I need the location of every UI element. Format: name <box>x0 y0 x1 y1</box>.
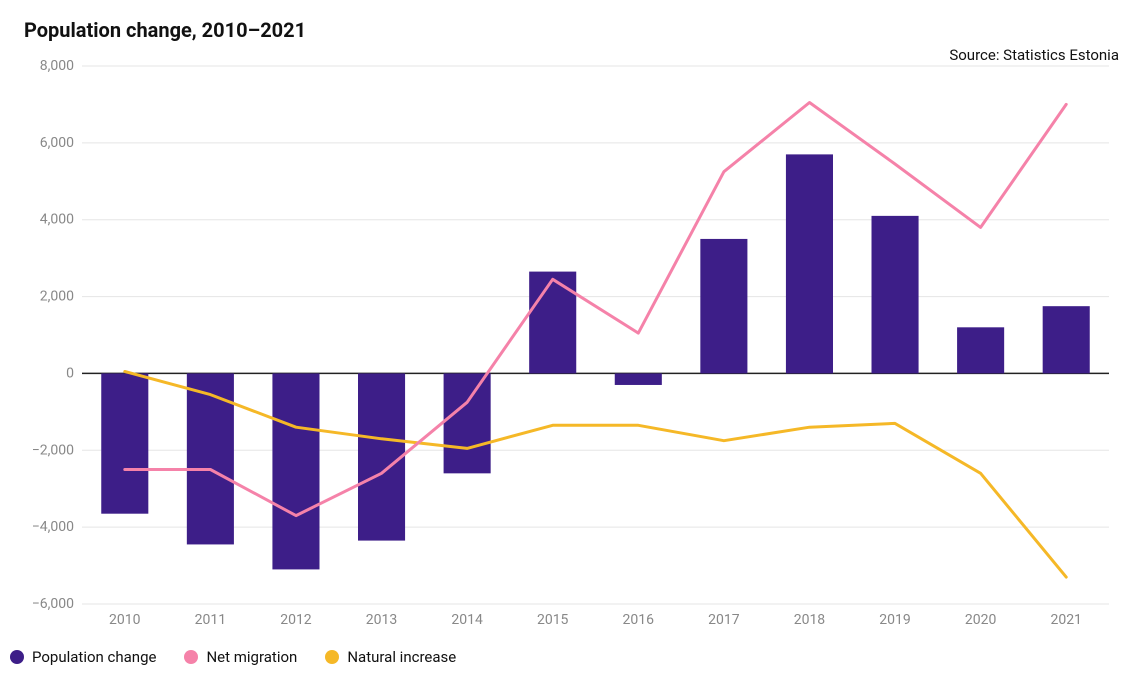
bar <box>444 373 491 473</box>
bar <box>1043 306 1090 373</box>
y-tick-label: −2,000 <box>32 442 74 458</box>
y-tick-label: 6,000 <box>40 135 74 151</box>
legend-label: Net migration <box>206 648 297 666</box>
bar <box>101 373 148 513</box>
bar <box>358 373 405 540</box>
legend-label: Natural increase <box>347 648 456 666</box>
bar <box>529 272 576 374</box>
legend-swatch-icon <box>325 650 339 664</box>
bar <box>872 216 919 374</box>
line-natural-increase <box>125 372 1066 578</box>
y-tick-label: −6,000 <box>32 596 74 612</box>
x-tick-label: 2021 <box>1050 612 1081 628</box>
legend-item-natural-increase: Natural increase <box>325 648 456 666</box>
x-tick-label: 2018 <box>794 612 826 628</box>
y-tick-label: 8,000 <box>40 58 74 74</box>
bar <box>272 373 319 569</box>
chart-svg: −6,000 −4,000 −2,000 0 2,000 4,000 6,000 8,000 2… <box>24 58 1119 632</box>
bar <box>700 239 747 374</box>
legend: Population change Net migration Natural … <box>10 648 456 666</box>
x-tick-label: 2011 <box>195 612 226 628</box>
x-tick-label: 2019 <box>879 612 910 628</box>
bar <box>187 373 234 544</box>
x-tick-label: 2017 <box>708 612 740 628</box>
y-tick-label: 0 <box>66 365 74 381</box>
x-tick-label: 2014 <box>451 612 483 628</box>
x-tick-label: 2010 <box>109 612 141 628</box>
bar <box>957 327 1004 373</box>
legend-item-net-migration: Net migration <box>184 648 297 666</box>
x-tick-label: 2013 <box>366 612 397 628</box>
y-tick-label: 2,000 <box>40 289 74 305</box>
x-tick-label: 2015 <box>537 612 569 628</box>
bar <box>786 154 833 373</box>
legend-item-population-change: Population change <box>10 648 156 666</box>
line-net-migration <box>125 103 1066 516</box>
x-tick-label: 2012 <box>280 612 312 628</box>
x-tick-label: 2016 <box>623 612 655 628</box>
chart-title: Population change, 2010–2021 <box>24 18 1119 42</box>
bar <box>615 373 662 385</box>
x-tick-label: 2020 <box>965 612 997 628</box>
legend-swatch-icon <box>184 650 198 664</box>
legend-label: Population change <box>32 648 156 666</box>
legend-swatch-icon <box>10 650 24 664</box>
y-tick-label: −4,000 <box>32 519 74 535</box>
chart-area: −6,000 −4,000 −2,000 0 2,000 4,000 6,000 8,000 2… <box>24 58 1119 632</box>
y-tick-label: 4,000 <box>40 212 74 228</box>
